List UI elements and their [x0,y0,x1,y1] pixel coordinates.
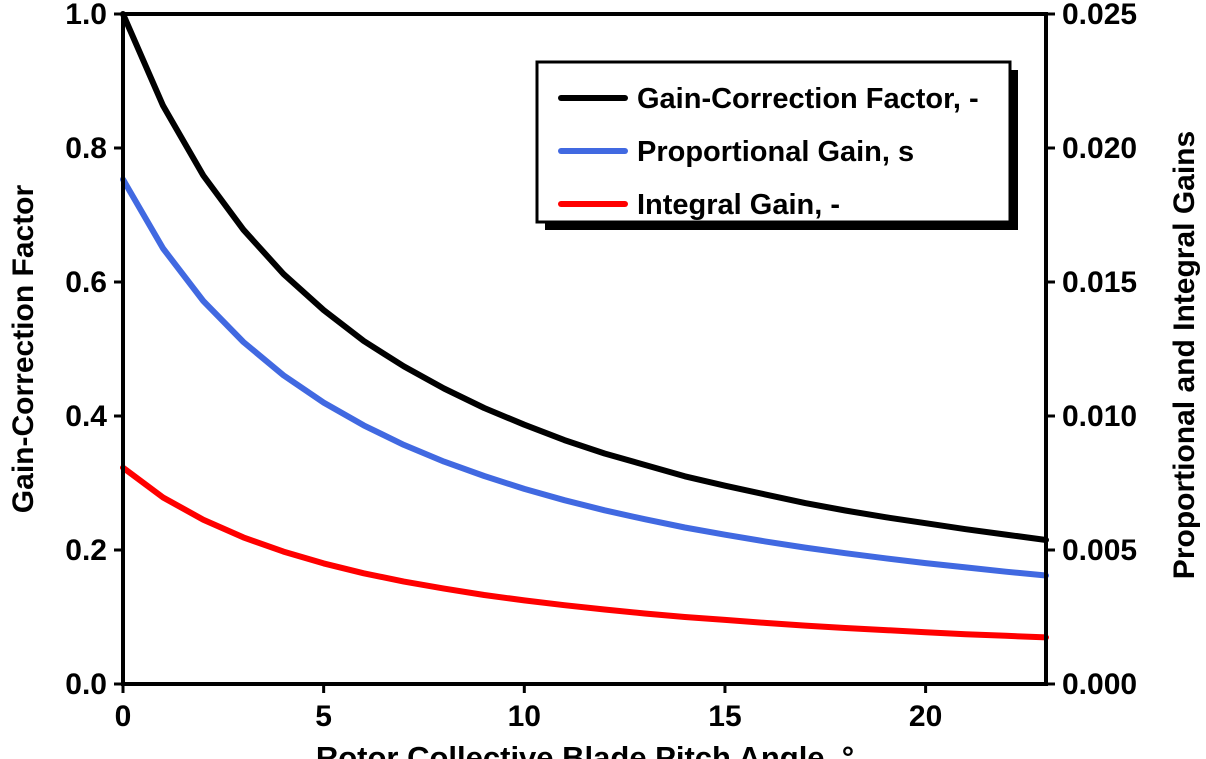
y-right-tick-label: 0.005 [1062,534,1137,567]
y-left-tick-label: 0.8 [65,132,107,165]
y-left-tick-label: 1.0 [65,0,107,31]
x-tick-label: 20 [909,700,942,733]
left-axis-title: Gain-Correction Factor [7,184,40,514]
x-tick-label: 0 [115,700,132,733]
y-left-tick-label: 0.6 [65,266,107,299]
legend-label-0: Gain-Correction Factor, - [637,83,979,115]
plot-frame [121,12,1048,686]
x-tick-label: 10 [508,700,541,733]
y-left-tick-label: 0.4 [65,400,107,433]
y-right-tick-label: 0.000 [1062,668,1137,701]
series-line-0 [120,11,1049,543]
y-right-tick-label: 0.025 [1062,0,1137,31]
legend-label-2: Integral Gain, - [637,189,840,221]
x-tick-label: 5 [315,700,332,733]
x-tick-label: 15 [708,700,741,733]
y-right-tick-label: 0.010 [1062,400,1137,433]
y-left-tick-label: 0.2 [65,534,107,567]
y-left-tick-label: 0.0 [65,668,107,701]
series-line-2 [120,464,1049,641]
right-axis-title: Proportional and Integral Gains [1168,130,1201,580]
legend-box [535,60,1012,224]
y-right-tick-label: 0.020 [1062,132,1137,165]
x-axis-title: Rotor Collective Blade Pitch Angle, ° [315,740,855,759]
series-line-1 [120,176,1049,579]
y-right-tick-label: 0.015 [1062,266,1137,299]
legend-label-1: Proportional Gain, s [637,136,914,168]
